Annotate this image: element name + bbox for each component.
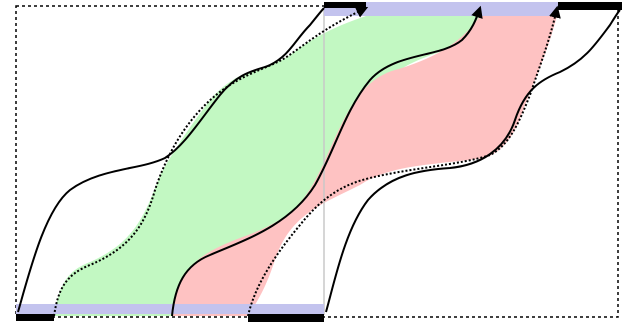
bottom-band-left-black	[16, 314, 54, 321]
curve-solid-3	[325, 9, 621, 313]
curve-solid-2	[171, 5, 483, 317]
top-band-lavender	[324, 8, 558, 16]
bottom-band-mid-black	[248, 314, 324, 322]
curve-solid-1	[17, 7, 325, 313]
red-region	[172, 16, 557, 316]
top-band-left-black	[324, 2, 366, 10]
top-band-mid-black	[366, 2, 558, 8]
curve-dotted-1	[53, 6, 369, 317]
top-band-right-black	[558, 2, 622, 10]
bottom-band-lavender	[16, 304, 324, 314]
curve-dotted-2	[247, 5, 561, 317]
